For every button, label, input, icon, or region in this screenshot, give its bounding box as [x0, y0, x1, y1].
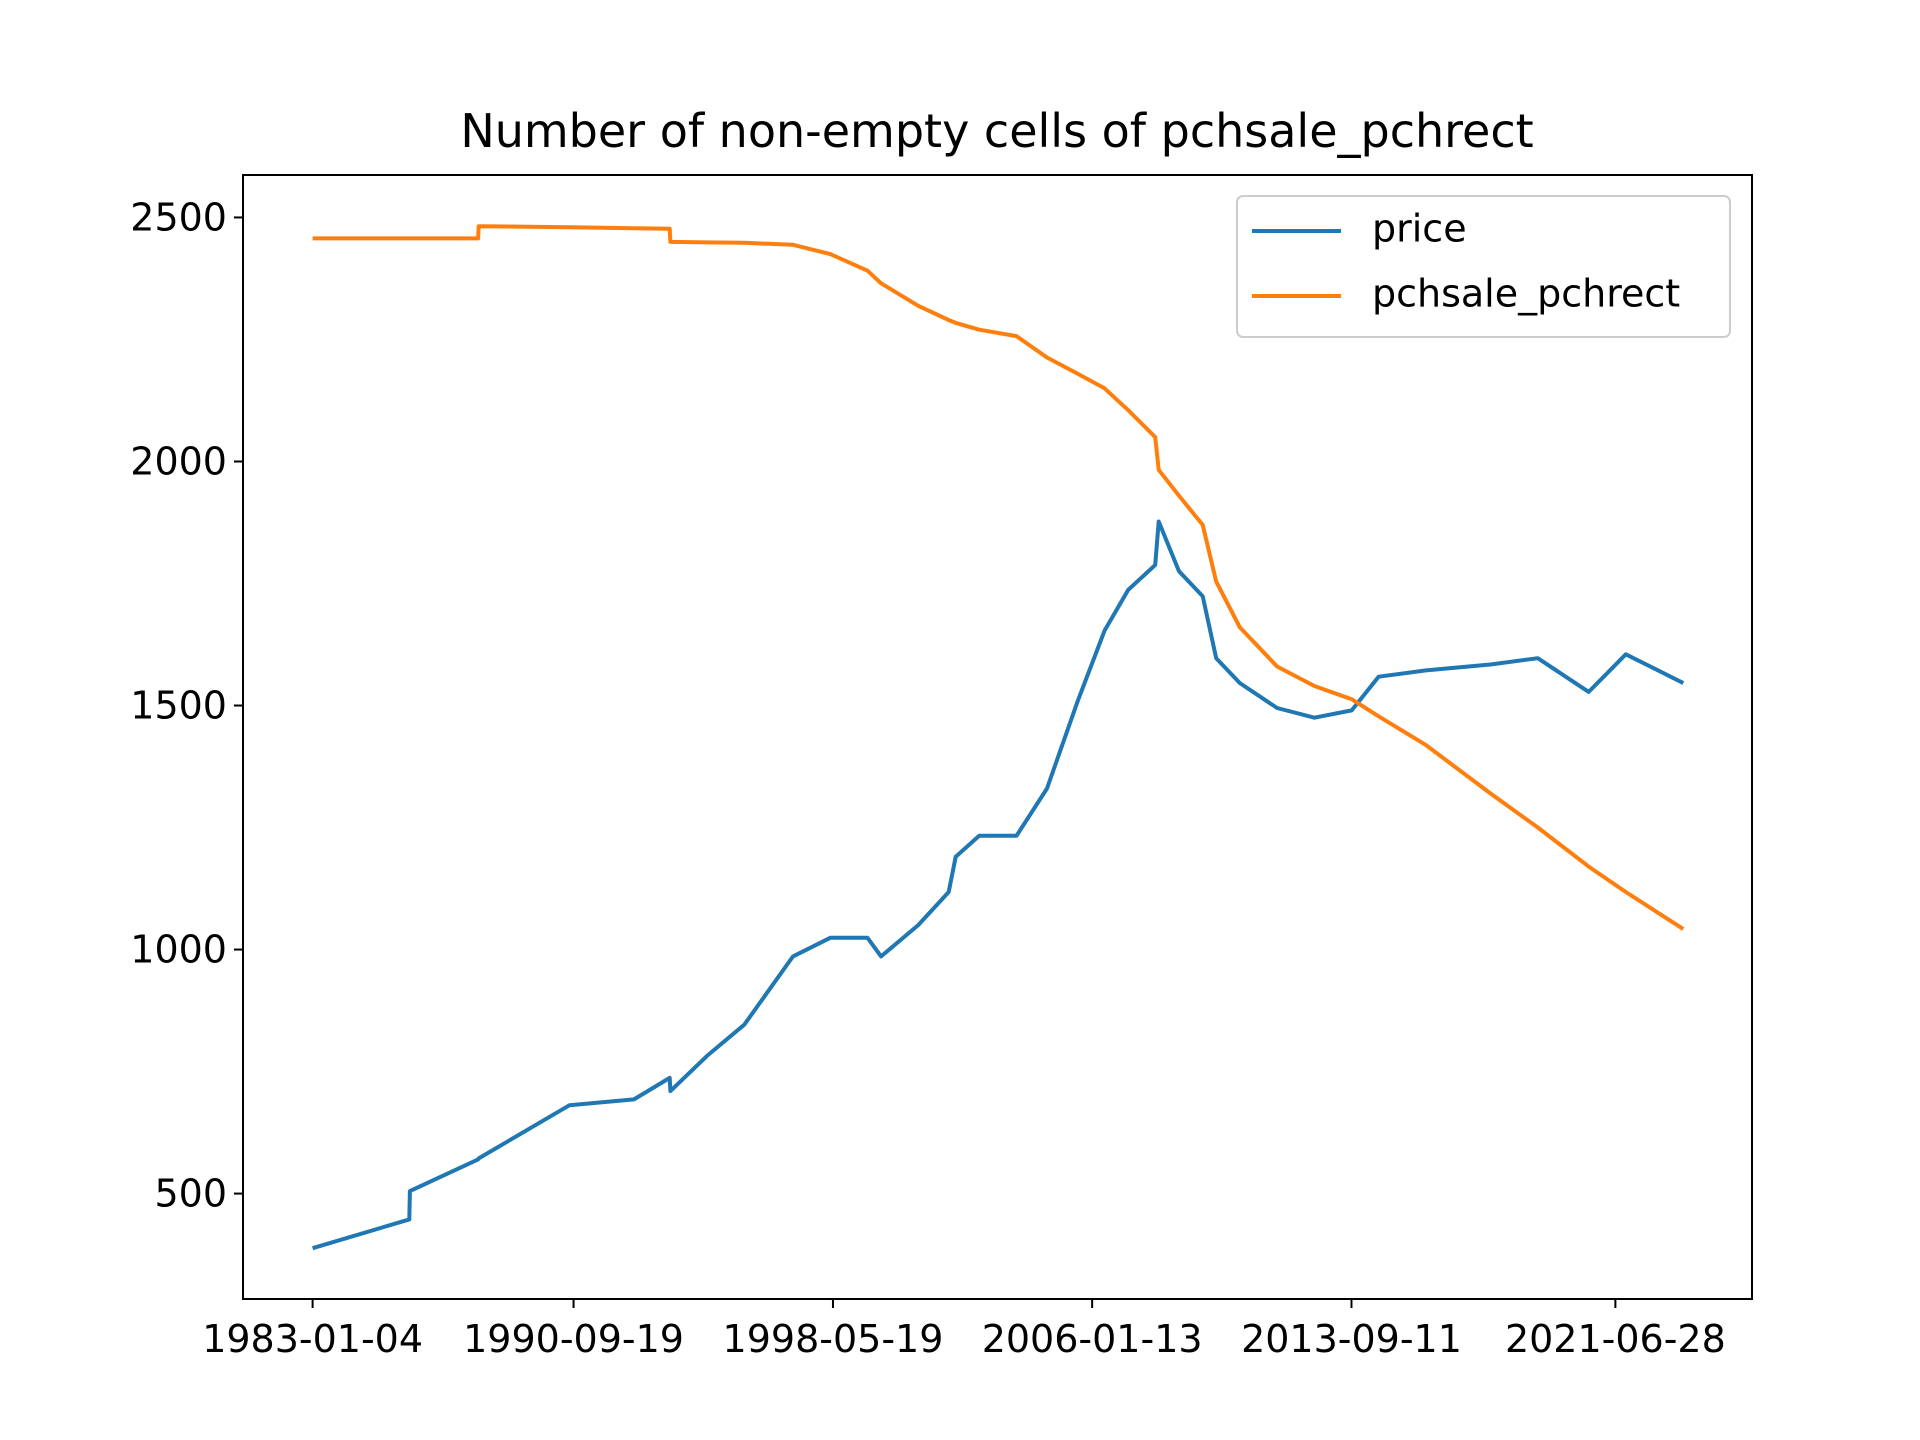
x-tick-label: 2013-09-11	[1241, 1317, 1462, 1361]
x-tick-label: 2021-06-28	[1505, 1317, 1726, 1361]
line	[312, 519, 1685, 1251]
legend-label: price	[1372, 207, 1467, 251]
y-tick-label: 2500	[130, 195, 227, 239]
y-tick-label: 1500	[130, 684, 227, 728]
x-tick-label: 2006-01-13	[982, 1317, 1203, 1361]
y-tick-label: 1000	[130, 928, 227, 972]
legend-label: pchsale_pchrect	[1372, 272, 1680, 316]
legend-box	[1236, 195, 1731, 338]
y-tick-label: 500	[154, 1172, 227, 1216]
plot-frame	[242, 174, 1753, 1300]
x-tick-label: 1998-05-19	[723, 1317, 944, 1361]
x-tick-label: 1983-01-04	[202, 1317, 423, 1361]
line	[312, 224, 1685, 931]
chart-title: Number of non-empty cells of pchsale_pch…	[460, 104, 1533, 158]
y-tick-label: 2000	[130, 439, 227, 483]
x-tick-label: 1990-09-19	[463, 1317, 684, 1361]
